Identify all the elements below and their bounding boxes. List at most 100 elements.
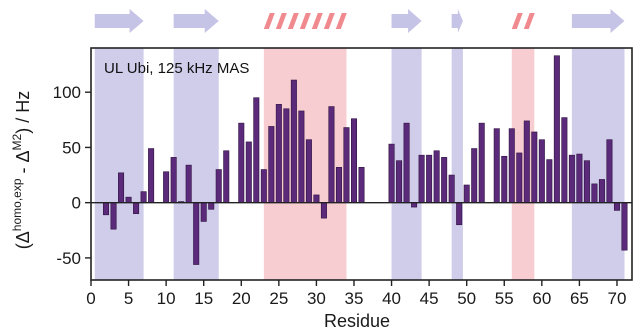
x-tick-label: 25 <box>269 289 288 308</box>
bar-residue-16 <box>208 202 215 210</box>
y-axis-title-mid: - Δ <box>13 150 33 178</box>
bar-residue-23 <box>260 169 267 203</box>
bar-residue-55 <box>501 155 508 203</box>
bar-residue-15 <box>200 202 207 222</box>
bar-residue-47 <box>441 157 448 203</box>
x-tick-label: 15 <box>194 289 213 308</box>
y-tick-label: 0 <box>72 194 81 213</box>
bar-residue-54 <box>493 128 500 203</box>
bar-residue-48 <box>448 174 455 203</box>
bar-residue-6 <box>133 202 140 215</box>
x-tick-label: 35 <box>345 289 364 308</box>
x-tick-label: 10 <box>157 289 176 308</box>
strand-arrow-2 <box>173 9 219 33</box>
x-axis: 0 5 10 15 20 25 30 35 40 45 50 55 60 65 70 <box>86 280 626 308</box>
bar-residue-5 <box>125 196 132 203</box>
plot-annotation: UL Ubi, 125 kHz MAS <box>104 60 249 77</box>
bar-residue-63 <box>561 117 568 203</box>
y-tick-label: 50 <box>62 138 81 157</box>
bar-residue-46 <box>433 150 440 203</box>
helix-band-6 <box>511 48 535 280</box>
helix-stripe <box>311 13 323 29</box>
bar-residue-62 <box>553 55 560 203</box>
bar-residue-25 <box>275 104 282 203</box>
bar-residue-20 <box>238 122 245 203</box>
strand-arrow-1 <box>94 9 144 33</box>
bar-residue-24 <box>268 126 275 203</box>
strand-arrow-4 <box>391 9 422 33</box>
helix-stripe <box>523 13 535 29</box>
bar-residue-57 <box>516 152 523 203</box>
helix-marker-3 <box>263 13 347 29</box>
bar-residue-45 <box>426 154 433 203</box>
helix-stripe <box>299 13 311 29</box>
helix-stripe <box>263 13 275 29</box>
bar-residue-3 <box>110 202 117 230</box>
bar-residue-69 <box>606 139 613 203</box>
bar-residue-40 <box>388 143 395 203</box>
bar-residue-28 <box>298 110 305 203</box>
bar-residue-30 <box>313 194 320 203</box>
helix-stripe <box>511 13 523 29</box>
bar-residue-64 <box>568 154 575 203</box>
strand-band-1 <box>94 48 144 280</box>
bar-residue-56 <box>508 128 515 203</box>
bar-residue-65 <box>576 153 583 203</box>
helix-stripe <box>335 13 347 29</box>
bar-residue-71 <box>621 202 628 251</box>
x-tick-label: 55 <box>495 289 514 308</box>
bar-residue-11 <box>170 157 177 203</box>
bar-residue-50 <box>463 184 470 203</box>
helix-stripe <box>275 13 287 29</box>
bar-residue-44 <box>418 154 425 203</box>
x-axis-title: Residue <box>324 311 390 331</box>
bar-residue-14 <box>193 202 200 265</box>
secondary-structure-track <box>94 9 625 33</box>
y-axis-title: (Δhomo,exp - ΔM2) / Hz <box>10 91 33 249</box>
bar-residue-7 <box>140 191 147 203</box>
helix-stripe <box>287 13 299 29</box>
strand-arrow-7 <box>571 9 625 33</box>
bar-residue-29 <box>305 139 312 203</box>
bar-residue-59 <box>531 131 538 203</box>
helix-marker-6 <box>511 13 535 29</box>
strand-arrow-5 <box>451 9 463 33</box>
bar-residue-58 <box>523 120 530 203</box>
bar-residue-4 <box>118 172 125 203</box>
y-axis: -50 0 50 100 <box>53 83 91 268</box>
bar-residue-18 <box>223 150 230 203</box>
bar-residue-22 <box>253 97 260 203</box>
y-tick-label: -50 <box>56 249 81 268</box>
bar-residue-26 <box>283 108 290 203</box>
bar-residue-68 <box>598 179 605 203</box>
y-axis-title-sup1: homo,exp <box>10 178 24 231</box>
bar-residue-51 <box>471 148 478 203</box>
x-tick-label: 70 <box>608 289 627 308</box>
bar-residue-36 <box>358 167 365 203</box>
bar-residue-52 <box>478 122 485 203</box>
y-tick-label: 100 <box>53 83 81 102</box>
bar-residue-27 <box>290 79 297 203</box>
x-tick-label: 60 <box>532 289 551 308</box>
bar-residue-2 <box>103 202 110 216</box>
bar-residue-41 <box>396 160 403 203</box>
y-axis-title-suffix: ) / Hz <box>13 91 33 134</box>
x-tick-label: 0 <box>86 289 95 308</box>
bar-residue-31 <box>320 202 327 219</box>
y-axis-title-prefix: (Δ <box>13 231 33 249</box>
bar-residue-60 <box>538 139 545 203</box>
bar-residue-70 <box>613 202 620 211</box>
bar-residue-61 <box>546 159 553 203</box>
x-tick-label: 45 <box>420 289 439 308</box>
bar-residue-66 <box>583 160 590 203</box>
bar-residue-13 <box>185 164 192 203</box>
bar-residue-67 <box>591 183 598 203</box>
bar-residue-35 <box>350 118 357 203</box>
x-tick-label: 20 <box>232 289 251 308</box>
bar-residue-10 <box>163 171 170 203</box>
y-axis-title-sup2: M2 <box>10 133 24 150</box>
helix-stripe <box>323 13 335 29</box>
bar-residue-17 <box>215 169 222 203</box>
secondary-structure-bands <box>94 48 625 280</box>
